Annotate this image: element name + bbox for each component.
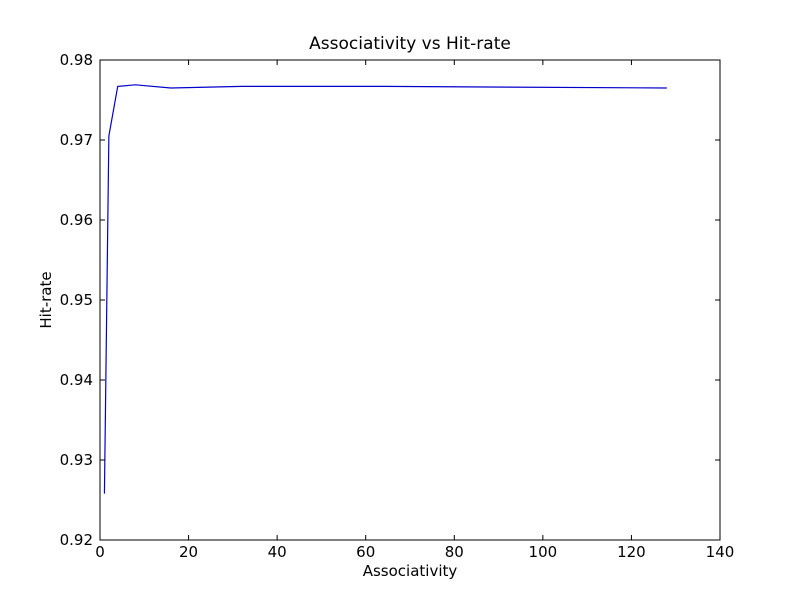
x-tick-label: 80: [445, 543, 464, 561]
y-tick-label: 0.95: [60, 291, 93, 309]
y-axis: 0.92 0.93 0.94 0.95 0.96 0.97 0.98: [60, 51, 720, 549]
y-tick-label: 0.92: [60, 531, 93, 549]
plot-frame: [99, 59, 721, 541]
x-tick-label: 60: [356, 543, 375, 561]
y-tick-label: 0.94: [60, 371, 93, 389]
y-tick-label: 0.96: [60, 211, 93, 229]
x-tick-label: 120: [617, 543, 646, 561]
x-tick-label: 100: [529, 543, 558, 561]
y-tick-label: 0.97: [60, 131, 93, 149]
y-tick-label: 0.93: [60, 451, 93, 469]
plot-series: [103, 84, 667, 494]
chart-title: Associativity vs Hit-rate: [309, 34, 511, 54]
series-line-0: [103, 84, 667, 494]
x-tick-label: 40: [268, 543, 287, 561]
x-tick-label: 140: [706, 543, 735, 561]
x-axis: 0 20 40 60 80 100 120 140: [95, 60, 734, 561]
y-tick-label: 0.98: [60, 51, 93, 69]
x-tick-label: 20: [179, 543, 198, 561]
y-axis-label: Hit-rate: [37, 271, 55, 328]
x-axis-label: Associativity: [363, 562, 458, 580]
x-tick-label: 0: [95, 543, 105, 561]
